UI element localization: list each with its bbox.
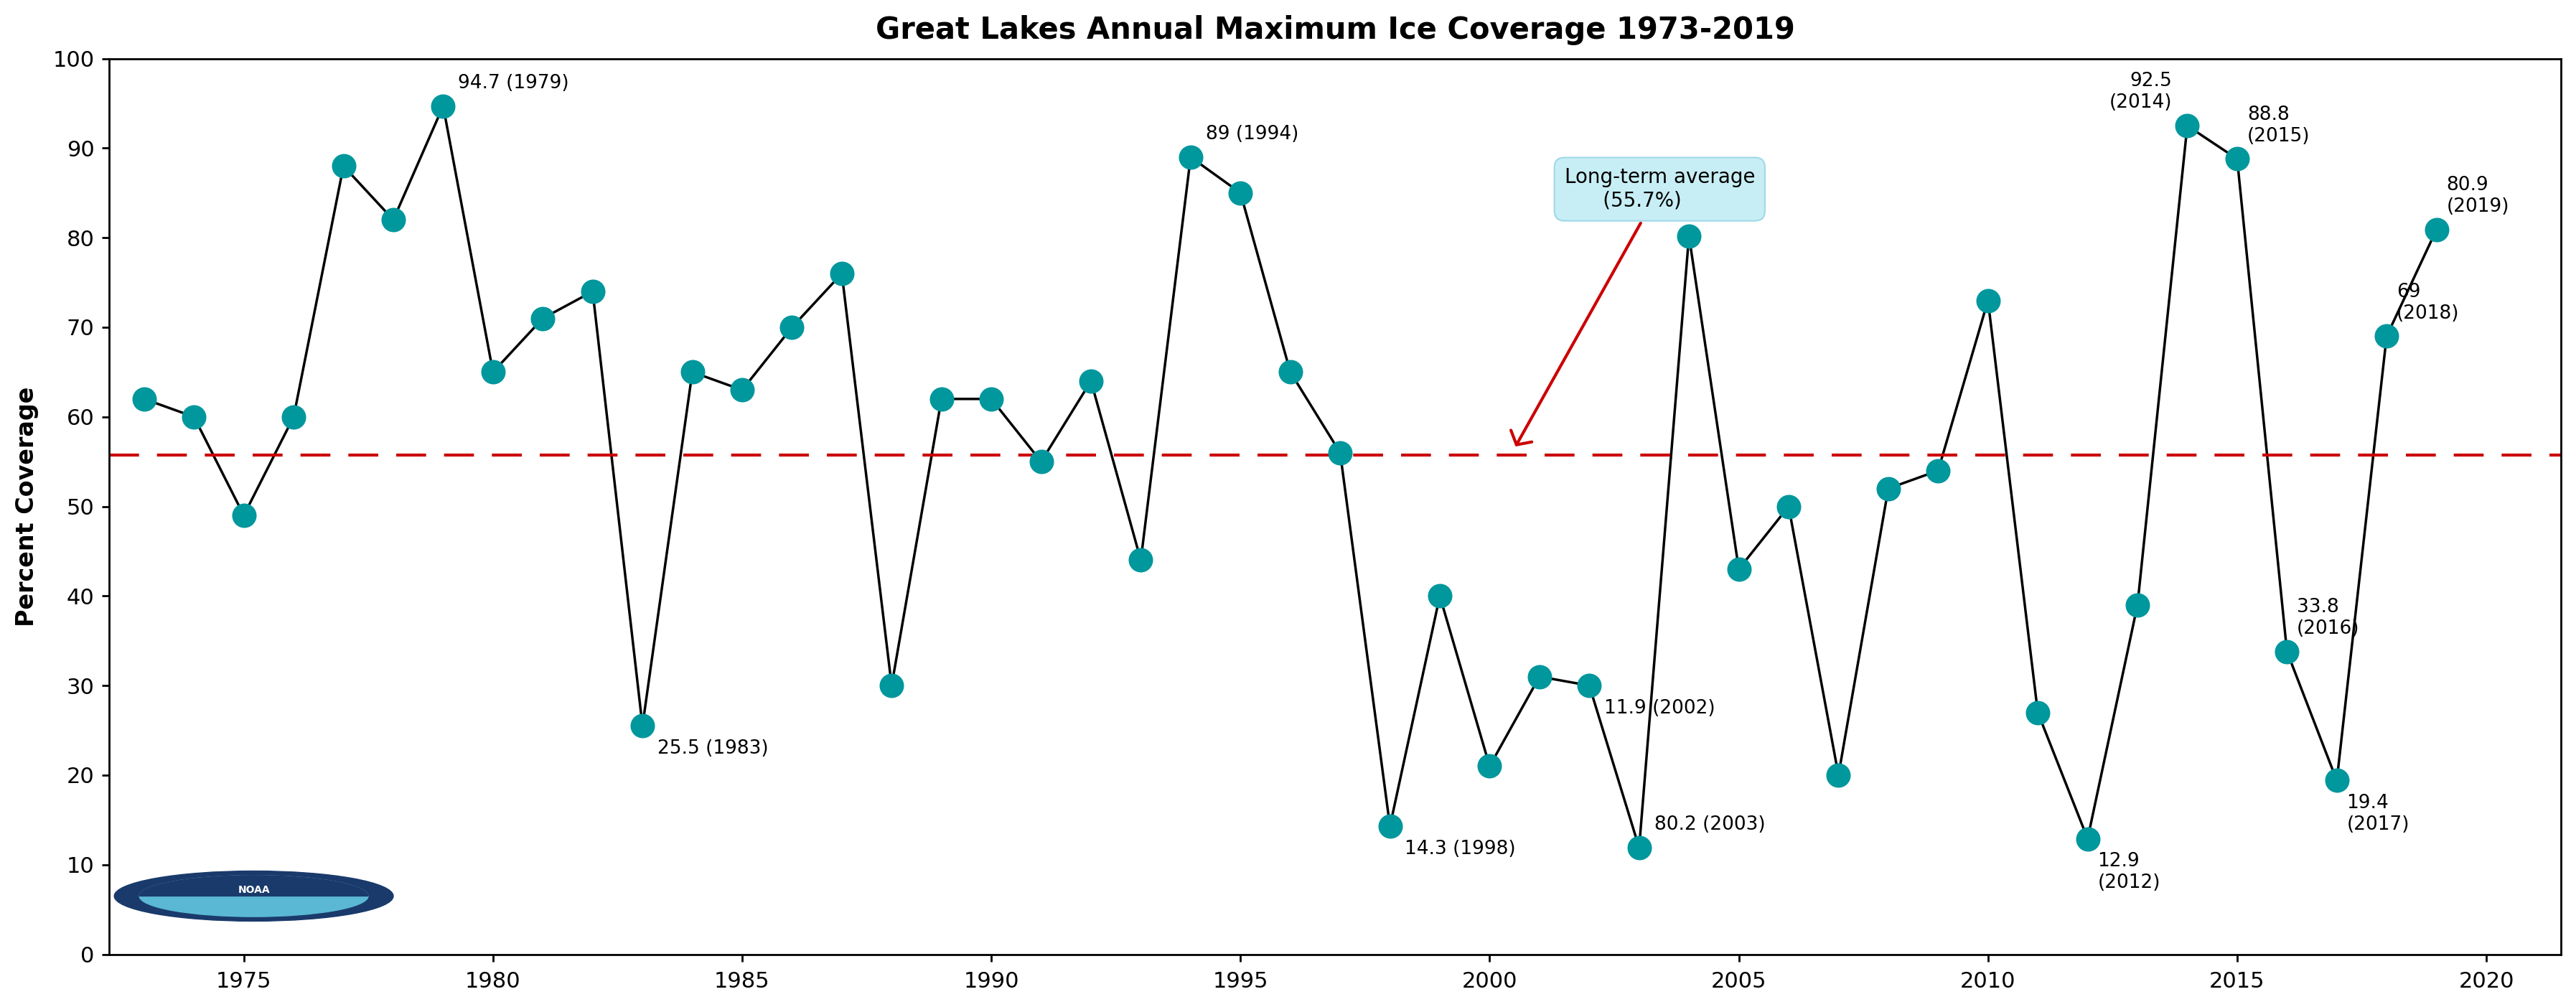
Point: [322, 158, 363, 174]
Text: 19.4
(2017): 19.4 (2017): [2347, 794, 2409, 834]
Point: [224, 508, 265, 524]
Text: 25.5 (1983): 25.5 (1983): [657, 739, 768, 758]
Point: [1819, 767, 1860, 783]
Point: [770, 319, 811, 335]
Text: 80.2 (2003): 80.2 (2003): [1654, 816, 1765, 834]
Title: Great Lakes Annual Maximum Ice Coverage 1973-2019: Great Lakes Annual Maximum Ice Coverage …: [876, 15, 1795, 45]
Point: [2267, 643, 2308, 660]
Point: [1569, 678, 1610, 694]
Point: [2066, 831, 2107, 847]
Text: 94.7 (1979): 94.7 (1979): [459, 74, 569, 93]
Point: [971, 391, 1012, 407]
Text: Long-term average
      (55.7%): Long-term average (55.7%): [1512, 167, 1754, 445]
Point: [822, 266, 863, 282]
Text: 69
(2018): 69 (2018): [2396, 283, 2460, 323]
Point: [1170, 149, 1211, 165]
Point: [721, 382, 762, 398]
Point: [1020, 453, 1061, 469]
Point: [1718, 561, 1759, 577]
Text: 89 (1994): 89 (1994): [1206, 125, 1298, 144]
Point: [1618, 840, 1659, 856]
Point: [173, 409, 214, 425]
Point: [871, 678, 912, 694]
Text: 33.8
(2016): 33.8 (2016): [2298, 598, 2360, 638]
Point: [1319, 445, 1360, 461]
Point: [2166, 118, 2208, 134]
Y-axis label: Percent Coverage: Percent Coverage: [15, 387, 39, 626]
Text: 92.5
(2014): 92.5 (2014): [2110, 73, 2172, 113]
Point: [920, 391, 961, 407]
Point: [1767, 498, 1808, 515]
Point: [1520, 669, 1561, 685]
Point: [2316, 772, 2357, 788]
Point: [2365, 328, 2406, 344]
Point: [2017, 704, 2058, 720]
Point: [1221, 185, 1262, 201]
Point: [124, 391, 165, 407]
Point: [2117, 597, 2159, 613]
Point: [672, 364, 714, 380]
Point: [1468, 758, 1510, 774]
Point: [422, 98, 464, 114]
Point: [572, 283, 613, 299]
Text: 80.9
(2019): 80.9 (2019): [2447, 176, 2509, 217]
Point: [1072, 373, 1113, 389]
Text: 12.9
(2012): 12.9 (2012): [2097, 852, 2161, 892]
Point: [2215, 151, 2257, 167]
Text: 11.9 (2002): 11.9 (2002): [1605, 699, 1716, 718]
Point: [1270, 364, 1311, 380]
Point: [2416, 222, 2458, 238]
Point: [1868, 480, 1909, 496]
Point: [523, 310, 564, 326]
Text: NOAA: NOAA: [237, 885, 270, 895]
Text: 88.8
(2015): 88.8 (2015): [2246, 106, 2311, 145]
Point: [471, 364, 513, 380]
Point: [1968, 292, 2009, 308]
Point: [273, 409, 314, 425]
Point: [1370, 818, 1412, 834]
Circle shape: [113, 871, 394, 921]
Circle shape: [139, 875, 368, 916]
Point: [374, 211, 415, 228]
Point: [1669, 228, 1710, 244]
Point: [1419, 588, 1461, 604]
Text: 14.3 (1998): 14.3 (1998): [1404, 840, 1515, 858]
Wedge shape: [139, 875, 368, 896]
Point: [621, 718, 662, 734]
Point: [1917, 462, 1958, 478]
Point: [1121, 552, 1162, 568]
